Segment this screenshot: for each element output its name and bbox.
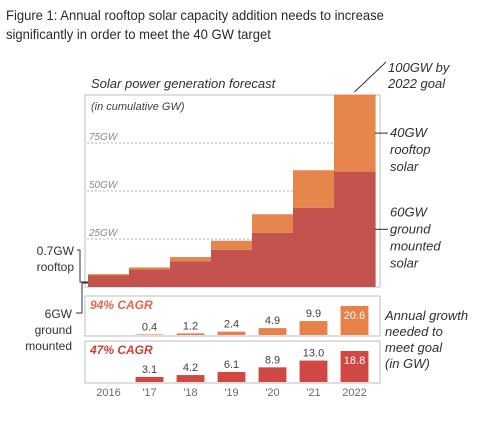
chart-subtitle: (in cumulative GW) [91,101,185,113]
start-ground-label: ground [35,323,72,337]
y-tick-label: 25GW [88,228,119,239]
cagr-label: 47% CAGR [89,343,153,357]
growth-note: Annual growth [384,308,468,323]
start-rooftop-bracket [77,249,88,283]
growth-bar [258,367,287,382]
goal-label: 2022 goal [387,76,446,91]
x-tick-label: '17 [142,387,156,399]
growth-bar [135,334,164,335]
rooftop-bar [170,257,212,262]
start-ground-bracket [76,282,88,314]
rooftop-total-label: solar [390,159,419,174]
figure-title: Figure 1: Annual rooftop solar capacity … [6,7,384,42]
x-tick-label: '19 [224,387,238,399]
growth-panel-frame [84,340,381,384]
y-tick-label: 50GW [89,180,119,191]
data-label: 0.4 [142,321,157,333]
growth-panel-frame [84,295,381,337]
growth-note: meet goal [385,340,443,355]
growth-bar [340,351,369,382]
start-ground-label: mounted [25,339,72,353]
data-label: 6.1 [224,359,239,371]
ground-mounted-bar [88,275,130,287]
data-label: 20.6 [344,310,365,322]
growth-note: needed to [385,324,443,339]
ground-mounted-bar [129,269,171,287]
x-tick-label: '20 [265,387,279,399]
rooftop-total-label: 40GW [390,125,429,140]
rooftop-bar [211,240,253,250]
ground-mounted-bar [334,171,376,287]
data-label: 18.8 [344,355,365,367]
data-label: 8.9 [265,354,280,366]
growth-bar [299,360,328,382]
rooftop-bar [252,214,294,233]
ground-total-label: 60GW [390,204,429,219]
y-tick-label: 75GW [89,132,119,143]
growth-bar [135,376,164,382]
growth-bar [299,321,328,335]
rooftop-bar [334,94,376,172]
ground-total-label: ground [390,221,431,236]
start-rooftop-label: rooftop [37,260,75,274]
x-tick-label: '18 [183,387,197,399]
data-label: 4.2 [183,362,198,374]
start-ground-label: 6GW [45,307,73,321]
goal-leader-line [354,61,387,93]
chart-title: Solar power generation forecast [91,76,277,91]
goal-label: 100GW by [388,60,451,75]
rooftop-bar [88,274,130,276]
ground-mounted-bar [211,249,253,287]
data-label: 13.0 [303,348,324,360]
ground-total-label: mounted [390,238,441,253]
rooftop-bar [129,267,171,270]
ground-total-label: solar [390,255,419,270]
data-label: 9.9 [306,308,321,320]
rooftop-total-label: rooftop [390,142,430,157]
x-tick-label: 2016 [96,387,120,399]
x-tick-label: 2022 [342,387,366,399]
growth-bar [217,371,246,382]
rooftop-bar [293,170,335,208]
growth-bar [258,328,287,335]
cagr-label: 94% CAGR [90,298,153,312]
start-rooftop-label: 0.7GW [37,244,75,258]
growth-bar [176,333,205,335]
ground-mounted-bar [170,261,212,287]
growth-bar [340,306,369,335]
data-label: 3.1 [142,364,157,376]
x-tick-label: '21 [306,387,320,399]
data-label: 2.4 [224,319,239,331]
data-label: 1.2 [183,320,198,332]
ground-mounted-bar [293,207,335,287]
growth-bar [217,331,246,335]
growth-bar [176,375,205,382]
data-label: 4.9 [265,315,280,327]
growth-note: (in GW) [385,356,430,371]
ground-mounted-bar [252,232,294,287]
